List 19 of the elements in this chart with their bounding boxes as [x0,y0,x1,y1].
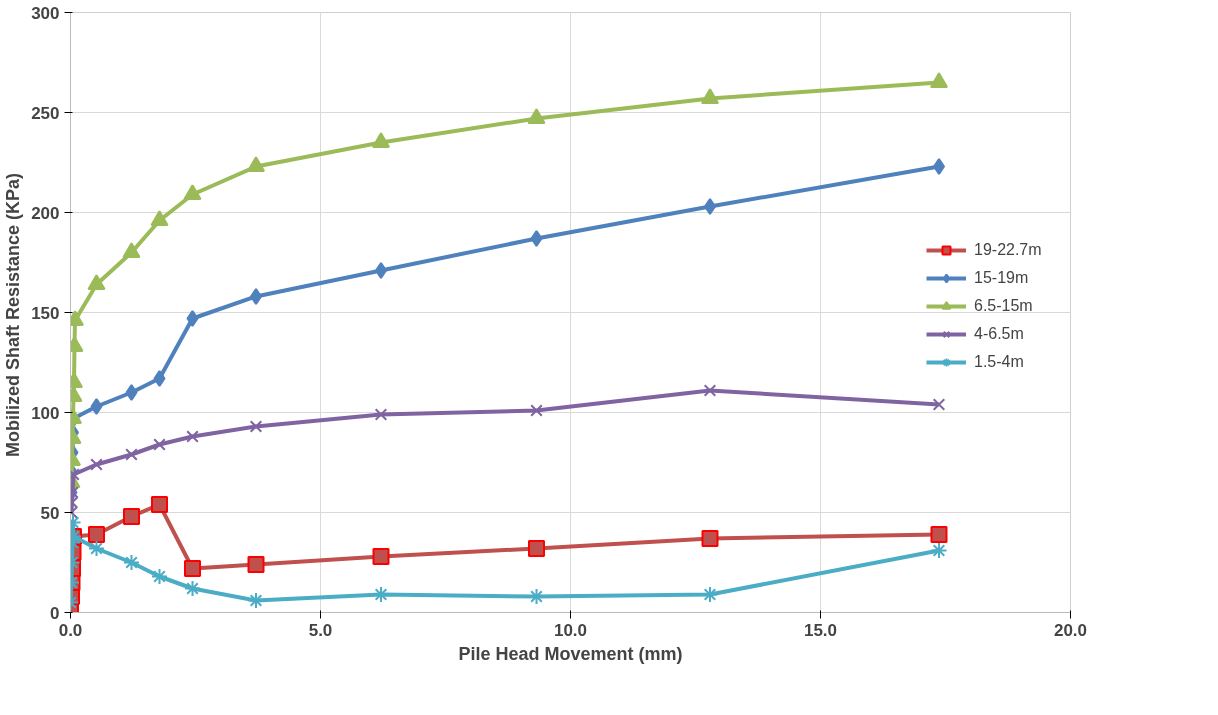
y-tick-label: 50 [40,503,60,523]
legend-label: 6.5-15m [974,296,1033,316]
x-tick-label: 5.0 [308,620,333,640]
x-tick-label: 20.0 [1053,620,1088,640]
y-tick-label: 200 [31,203,60,223]
x-axis-title: Pile Head Movement (mm) [458,643,683,664]
legend-label: 15-19m [974,268,1029,288]
x-tick-label: 0.0 [58,620,83,640]
legend-label: 19-22.7m [974,240,1042,260]
y-tick-label: 250 [31,103,60,123]
y-tick-label: 0 [50,603,60,623]
y-tick-label: 150 [31,303,60,323]
x-tick-label: 15.0 [803,620,838,640]
y-tick-label: 100 [31,403,60,423]
legend-label: 4-6.5m [974,324,1024,344]
y-axis-title: Mobilized Shaft Resistance (KPa) [3,172,24,458]
x-tick-label: 10.0 [553,620,588,640]
legend-label: 1.5-4m [974,352,1024,372]
y-tick-label: 300 [31,3,60,23]
